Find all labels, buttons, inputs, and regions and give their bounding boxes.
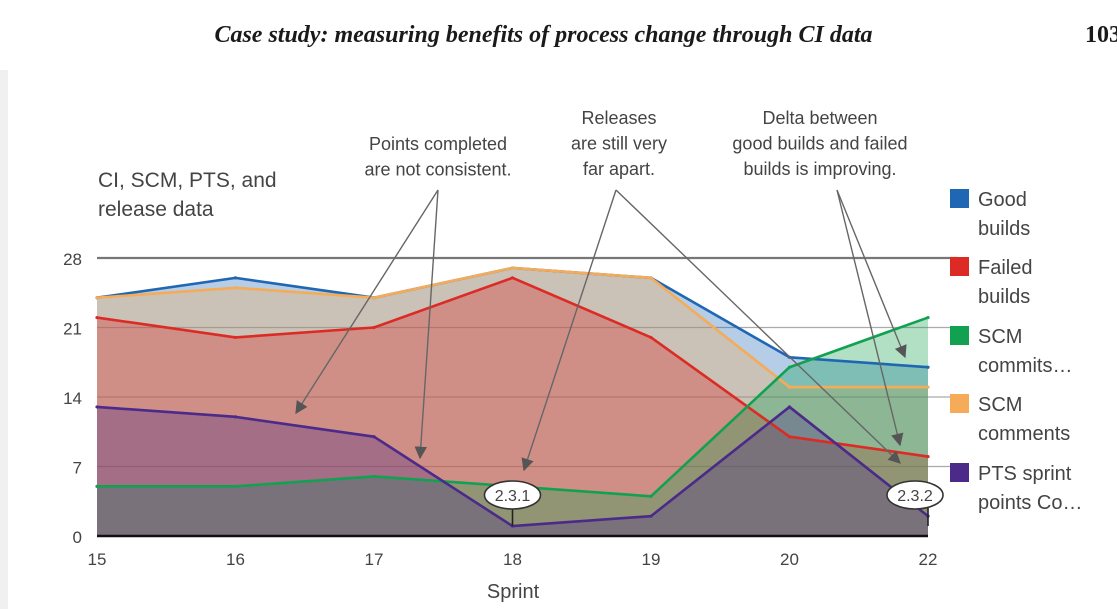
area-good-builds bbox=[97, 267, 928, 536]
point-scm-commits-19 bbox=[649, 494, 653, 498]
point-failed-builds-16 bbox=[233, 335, 238, 340]
y-tick-label-28: 28 bbox=[63, 250, 82, 269]
release-label-2.3.1: 2.3.1 bbox=[495, 488, 531, 505]
point-scm-commits-20 bbox=[787, 365, 792, 369]
point-failed-builds-15 bbox=[95, 315, 99, 320]
point-pts-sprint-points-co-17 bbox=[372, 435, 376, 439]
x-tick-label-20: 20 bbox=[780, 550, 799, 569]
point-scm-commits-15 bbox=[95, 484, 99, 488]
legend-label-failed-builds: Failed builds bbox=[978, 257, 1032, 308]
point-scm-comments-19 bbox=[649, 276, 653, 280]
release-label-2.3.2: 2.3.2 bbox=[897, 488, 933, 505]
annotation-2-line-3: far apart. bbox=[583, 159, 655, 179]
annotation-3-line-1: Delta between bbox=[762, 108, 877, 128]
x-tick-label-19: 19 bbox=[642, 550, 661, 569]
annotation-3-line-3: builds is improving. bbox=[743, 159, 896, 179]
legend-swatch-pts-sprint-points-co bbox=[950, 463, 969, 482]
point-failed-builds-22 bbox=[926, 454, 930, 459]
y-tick-label-0: 0 bbox=[73, 528, 82, 547]
chart-title-line-2: release data bbox=[98, 198, 214, 221]
area-pts-sprint-points-co- bbox=[97, 406, 928, 536]
point-scm-comments-16 bbox=[233, 286, 238, 290]
point-good-builds-22 bbox=[926, 365, 930, 369]
y-tick-label-7: 7 bbox=[73, 459, 82, 478]
annotation-3-line-2: good builds and failed bbox=[732, 134, 907, 154]
chart-title: CI, SCM, PTS, and release data bbox=[98, 169, 277, 221]
point-failed-builds-20 bbox=[787, 435, 792, 439]
annotation-1-line-1: Points completed bbox=[369, 134, 507, 154]
y-tick-label-14: 14 bbox=[63, 389, 82, 408]
x-tick-label-22: 22 bbox=[919, 550, 938, 569]
point-scm-commits-16 bbox=[233, 484, 238, 488]
annotation-1-line-2: are not consistent. bbox=[364, 160, 511, 180]
legend-label-pts-sprint-points-co: PTS sprint points Co… bbox=[978, 463, 1083, 514]
legend-label-good-builds: Good builds bbox=[978, 189, 1030, 240]
annotation-1-arrow-2 bbox=[414, 189, 439, 460]
release-markers: 2.3.1 2.3.2 bbox=[483, 480, 944, 526]
series-areas bbox=[97, 267, 928, 536]
annotation-2-arrow-2 bbox=[615, 189, 901, 464]
point-scm-commits-17 bbox=[372, 474, 376, 479]
running-title: Case study: measuring benefits of proces… bbox=[214, 22, 873, 48]
point-scm-comments-17 bbox=[372, 296, 376, 300]
legend-swatch-scm-comments bbox=[950, 394, 969, 413]
page-number: 103 bbox=[1085, 22, 1117, 48]
legend-swatch-failed-builds bbox=[950, 257, 969, 276]
x-axis-title: Sprint bbox=[487, 581, 540, 603]
legend-swatch-scm-commits bbox=[950, 326, 969, 345]
x-tick-label-17: 17 bbox=[365, 550, 384, 569]
point-failed-builds-19 bbox=[649, 335, 653, 340]
annotation-3-arrow-1 bbox=[836, 189, 907, 359]
point-scm-comments-20 bbox=[787, 385, 792, 389]
legend-label-scm-comments: SCM comments bbox=[978, 394, 1070, 445]
point-failed-builds-18 bbox=[510, 276, 515, 280]
point-pts-sprint-points-co-20 bbox=[787, 405, 792, 409]
legend-label-scm-commits: SCM commits… bbox=[978, 326, 1072, 377]
legend: Good builds Failed builds SCM commits… SCM comm… bbox=[950, 189, 1083, 514]
x-tick-label-18: 18 bbox=[503, 550, 522, 569]
point-pts-sprint-points-co-15 bbox=[95, 405, 99, 409]
point-good-builds-16 bbox=[233, 276, 238, 280]
annotation-1-arrow-1 bbox=[295, 189, 439, 415]
point-scm-comments-22 bbox=[926, 385, 930, 389]
annotation-2-arrow-1 bbox=[521, 189, 617, 472]
point-scm-comments-18 bbox=[510, 266, 515, 270]
release-bubble-2.3.2 bbox=[886, 480, 944, 510]
annotation-2-line-2: are still very bbox=[571, 134, 667, 154]
point-scm-commits-22 bbox=[926, 315, 930, 320]
annotation-2-line-1: Releases bbox=[581, 108, 656, 128]
annotations: Points completed are not consistent. Relea… bbox=[295, 108, 908, 472]
page-header: Case study: measuring benefits of proces… bbox=[0, 0, 1117, 70]
chart-title-line-1: CI, SCM, PTS, and bbox=[98, 169, 277, 192]
annotation-3-arrow-2 bbox=[836, 189, 904, 447]
point-scm-comments-15 bbox=[95, 296, 99, 300]
area-scm-comments bbox=[97, 267, 928, 536]
point-pts-sprint-points-co-19 bbox=[649, 514, 653, 518]
legend-swatch-good-builds bbox=[950, 189, 969, 208]
x-tick-label-16: 16 bbox=[226, 550, 245, 569]
x-tick-label-15: 15 bbox=[88, 550, 107, 569]
page-margin-strip bbox=[0, 70, 8, 609]
area-failed-builds bbox=[97, 277, 928, 536]
point-pts-sprint-points-co-16 bbox=[233, 415, 238, 419]
y-tick-label-21: 21 bbox=[63, 320, 82, 339]
point-failed-builds-17 bbox=[372, 325, 376, 330]
release-bubble-2.3.1 bbox=[483, 480, 542, 510]
axes: 0 7 14 21 28 15 16 17 18 19 20 22 Sprint bbox=[63, 250, 937, 603]
